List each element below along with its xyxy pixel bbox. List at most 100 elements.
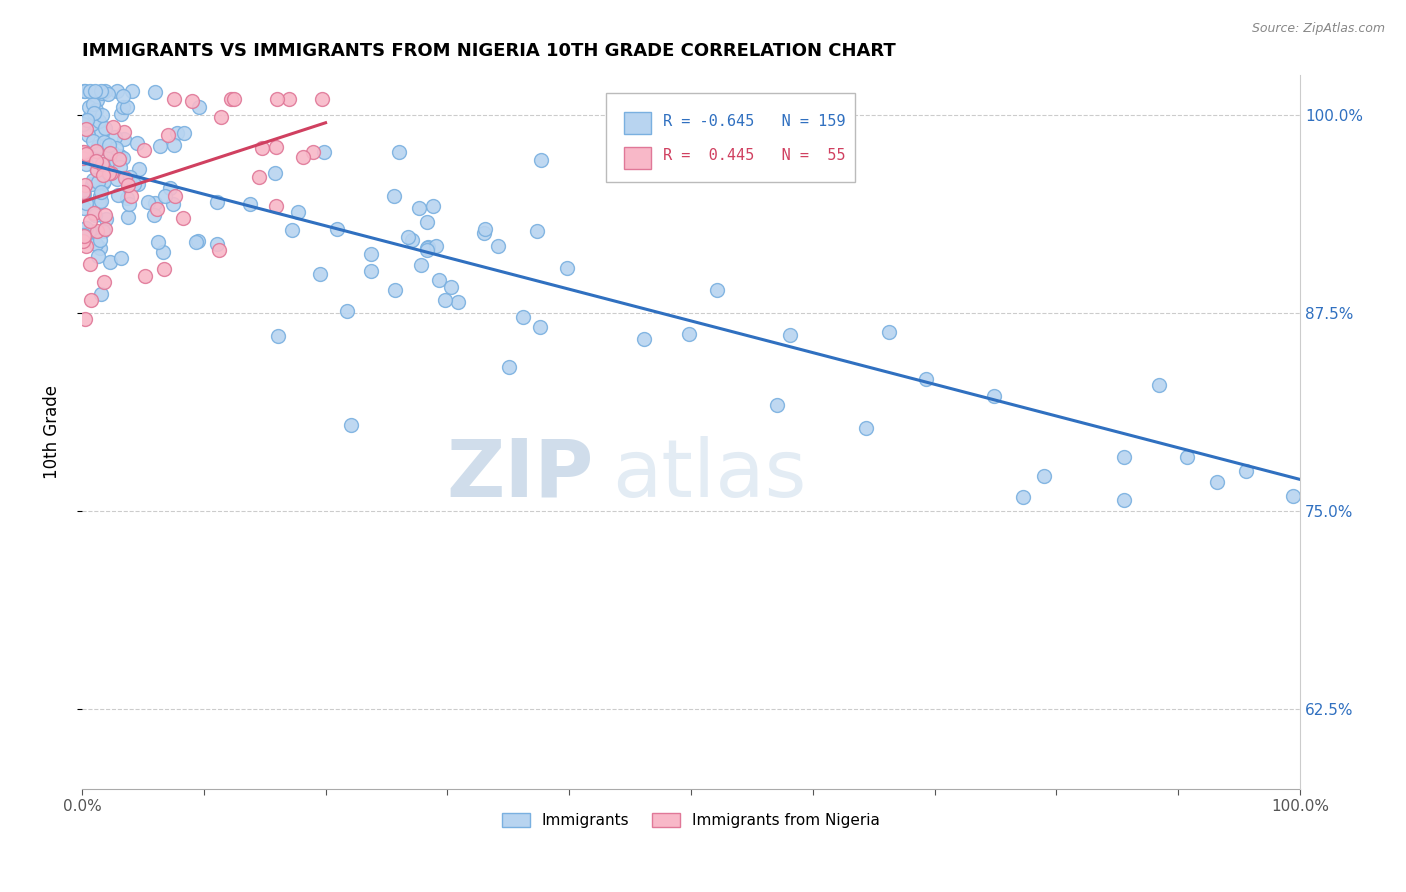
Point (90, 84, 112, 98)
Point (401, 234, 423, 248)
Point (115, 191, 138, 205)
Point (75, 196, 97, 211)
Point (148, 139, 170, 153)
Point (72, 187, 94, 202)
Point (86, 93, 108, 107)
Point (98, 137, 121, 152)
Point (281, 223, 304, 237)
Point (76, 112, 98, 127)
Point (117, 178, 139, 193)
Point (90, 194, 112, 209)
Point (73, 312, 96, 326)
Point (219, 92, 242, 106)
Point (121, 84, 143, 98)
Point (112, 151, 135, 165)
Point (84, 237, 107, 252)
Point (983, 389, 1005, 403)
Point (278, 92, 301, 106)
Point (82, 173, 104, 187)
Point (87, 249, 110, 263)
Point (173, 126, 195, 140)
Point (98, 145, 121, 159)
Point (163, 138, 186, 153)
Point (1147, 378, 1170, 392)
Point (247, 170, 270, 185)
Point (101, 120, 124, 134)
Point (474, 221, 496, 235)
Point (914, 372, 936, 386)
Point (104, 153, 127, 168)
Point (93, 84, 115, 98)
Point (79, 84, 101, 98)
Point (127, 136, 149, 150)
Point (529, 320, 551, 334)
Point (82, 177, 104, 191)
Point (433, 293, 456, 308)
Point (336, 304, 359, 318)
Point (765, 398, 787, 412)
Point (111, 88, 134, 103)
Point (72, 145, 94, 159)
Point (72, 227, 94, 242)
Point (91, 157, 114, 171)
Point (72, 117, 94, 131)
Point (93, 222, 115, 236)
Point (157, 128, 180, 142)
Point (114, 170, 136, 185)
Point (79, 109, 101, 123)
Point (267, 329, 290, 343)
Point (162, 197, 184, 211)
Point (877, 325, 900, 339)
Point (530, 153, 553, 167)
Point (73, 228, 96, 243)
Point (1032, 468, 1054, 483)
Text: ZIP: ZIP (446, 435, 593, 514)
Point (87, 175, 110, 189)
Point (166, 126, 188, 140)
Point (122, 177, 145, 191)
Point (98, 166, 121, 180)
Point (143, 195, 166, 210)
Point (89, 189, 111, 203)
Point (75, 121, 97, 136)
Point (79, 214, 101, 228)
Point (415, 241, 437, 255)
Point (100, 166, 122, 180)
Point (93, 275, 115, 289)
Point (82, 97, 104, 112)
Point (73, 202, 96, 216)
Point (87, 139, 110, 153)
Point (86, 224, 108, 238)
Point (117, 100, 139, 114)
Point (84, 103, 107, 118)
Point (326, 222, 349, 236)
Point (1012, 490, 1035, 504)
Point (73, 145, 96, 160)
Point (555, 261, 578, 276)
Point (143, 208, 166, 222)
Point (93, 135, 115, 149)
Point (110, 107, 132, 121)
Point (1282, 489, 1305, 503)
Point (447, 295, 470, 310)
Point (91, 169, 114, 183)
Point (91, 176, 114, 190)
Point (93, 120, 115, 135)
Point (84, 145, 107, 159)
Point (127, 177, 149, 191)
Point (1114, 450, 1136, 465)
Point (75, 157, 97, 171)
Point (360, 247, 382, 261)
Point (117, 211, 139, 225)
Point (117, 196, 139, 211)
Point (266, 92, 288, 106)
Point (72, 185, 94, 199)
Point (706, 284, 728, 298)
Point (309, 267, 332, 281)
Point (75, 239, 97, 253)
Point (159, 181, 181, 195)
Point (94, 211, 117, 226)
Point (77, 100, 100, 114)
Point (855, 421, 877, 435)
Point (110, 251, 132, 265)
